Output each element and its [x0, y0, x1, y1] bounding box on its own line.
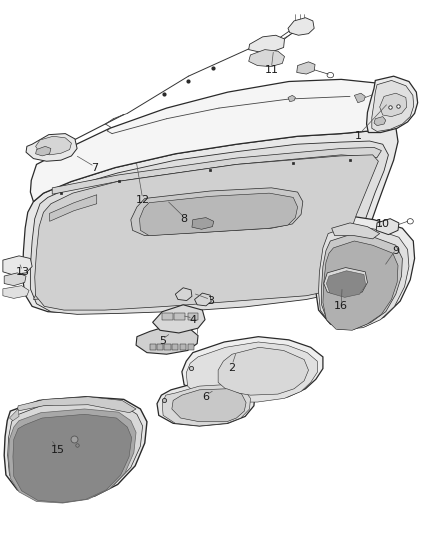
Polygon shape [326, 271, 366, 297]
Text: 7: 7 [91, 163, 98, 173]
Polygon shape [35, 147, 51, 156]
Text: 6: 6 [202, 392, 209, 402]
Polygon shape [187, 313, 198, 320]
Polygon shape [332, 223, 380, 239]
Polygon shape [30, 79, 411, 201]
Polygon shape [324, 268, 367, 296]
Polygon shape [150, 344, 155, 351]
Polygon shape [323, 241, 398, 330]
Polygon shape [186, 342, 318, 402]
Polygon shape [380, 93, 407, 117]
Polygon shape [354, 93, 365, 103]
Polygon shape [10, 409, 19, 421]
Text: 13: 13 [15, 267, 29, 277]
Polygon shape [3, 286, 29, 298]
Polygon shape [288, 95, 295, 102]
Polygon shape [9, 409, 136, 503]
Text: 4: 4 [189, 314, 196, 325]
Text: 9: 9 [392, 246, 399, 255]
Polygon shape [22, 127, 398, 313]
Polygon shape [4, 397, 147, 502]
Text: 3: 3 [207, 296, 214, 306]
Polygon shape [172, 344, 178, 351]
Polygon shape [249, 50, 285, 67]
Polygon shape [35, 155, 378, 310]
Text: 15: 15 [50, 445, 64, 455]
Polygon shape [49, 195, 97, 221]
Text: 12: 12 [135, 195, 150, 205]
Polygon shape [172, 389, 246, 422]
Polygon shape [288, 18, 314, 35]
Polygon shape [175, 288, 192, 301]
Polygon shape [194, 293, 211, 306]
Polygon shape [374, 117, 386, 126]
Polygon shape [8, 402, 143, 499]
Text: 5: 5 [159, 336, 166, 346]
Polygon shape [157, 381, 255, 426]
Polygon shape [152, 305, 205, 333]
Polygon shape [30, 141, 389, 314]
Polygon shape [316, 216, 415, 329]
Polygon shape [192, 217, 214, 229]
Polygon shape [162, 384, 251, 426]
Polygon shape [321, 233, 403, 329]
Text: 2: 2 [229, 362, 236, 373]
Polygon shape [180, 344, 186, 351]
Polygon shape [4, 273, 26, 286]
Polygon shape [249, 35, 285, 52]
Polygon shape [218, 348, 308, 395]
Text: 8: 8 [180, 214, 187, 224]
Polygon shape [26, 134, 77, 161]
Polygon shape [367, 76, 418, 133]
Text: 1: 1 [355, 131, 362, 141]
Text: 10: 10 [376, 219, 390, 229]
Polygon shape [162, 313, 173, 320]
Polygon shape [52, 148, 381, 194]
Polygon shape [174, 313, 185, 320]
Polygon shape [164, 344, 170, 351]
Polygon shape [372, 80, 414, 132]
Polygon shape [140, 193, 297, 236]
Polygon shape [17, 397, 136, 413]
Polygon shape [131, 188, 303, 236]
Polygon shape [33, 278, 381, 300]
Text: 16: 16 [334, 301, 348, 311]
Polygon shape [157, 344, 163, 351]
Polygon shape [182, 337, 323, 400]
Polygon shape [376, 219, 399, 235]
Polygon shape [188, 344, 194, 351]
Text: 11: 11 [265, 65, 279, 75]
Polygon shape [3, 256, 32, 274]
Polygon shape [297, 62, 315, 74]
Polygon shape [136, 325, 198, 354]
Polygon shape [13, 414, 132, 503]
Polygon shape [35, 136, 71, 155]
Polygon shape [318, 225, 409, 329]
